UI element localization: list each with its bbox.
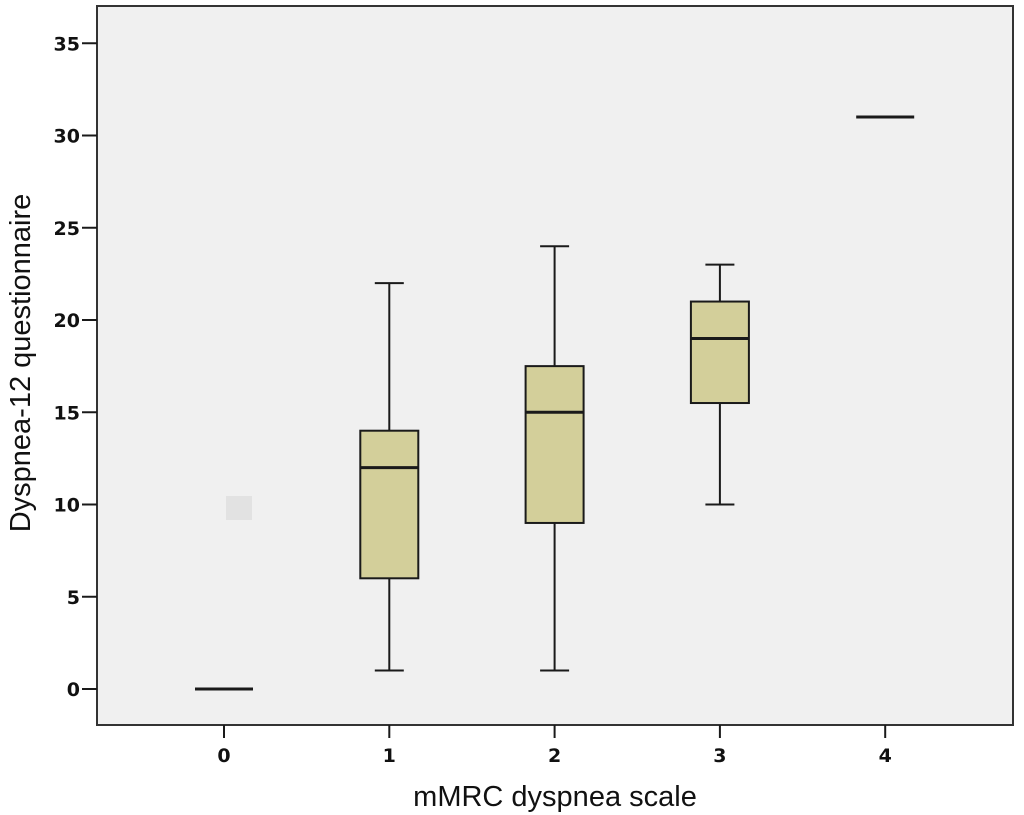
y-tick-label: 25 [54, 218, 80, 240]
y-tick-label: 35 [54, 33, 80, 55]
box-3 [689, 263, 750, 506]
x-axis-title: mMRC dyspnea scale [413, 781, 697, 813]
y-axis: 0 5 10 15 20 25 30 35 [54, 33, 97, 701]
y-tick-label: 10 [54, 495, 80, 517]
y-tick-label: 5 [67, 587, 80, 609]
y-axis-title: Dyspnea-12 questionnaire [5, 194, 37, 533]
artifact-square [226, 496, 252, 520]
x-tick-label: 0 [217, 745, 230, 767]
x-tick-label: 2 [548, 745, 561, 767]
x-tick-label: 1 [383, 745, 396, 767]
iqr-box [359, 429, 420, 580]
x-tick-label: 3 [713, 745, 726, 767]
y-tick-label: 30 [54, 126, 80, 148]
y-tick-label: 15 [54, 402, 80, 424]
x-axis: 0 1 2 3 4 [217, 725, 892, 767]
y-tick-label: 0 [67, 679, 80, 701]
iqr-box [524, 365, 585, 524]
x-tick-label: 4 [879, 745, 892, 767]
boxes [195, 115, 915, 691]
box-1 [359, 282, 420, 672]
box-2 [524, 245, 585, 672]
iqr-box [689, 300, 750, 405]
y-tick-label: 20 [54, 310, 80, 332]
